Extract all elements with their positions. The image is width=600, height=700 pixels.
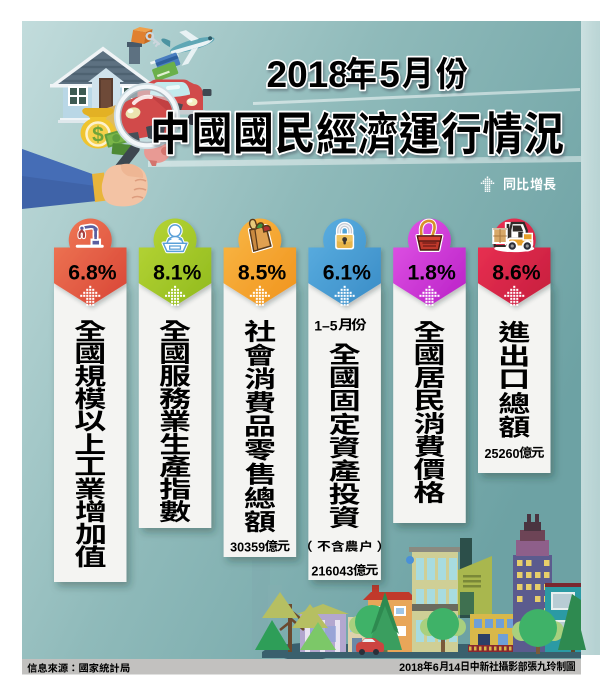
svg-text:6.1%: 6.1% — [323, 261, 371, 284]
svg-text:1.8%: 1.8% — [408, 261, 456, 284]
svg-text:14: 14 — [448, 662, 460, 674]
svg-text:6: 6 — [433, 662, 439, 674]
svg-text:6.8%: 6.8% — [68, 261, 116, 284]
svg-text:216043: 216043 — [311, 565, 353, 579]
svg-text:8.1%: 8.1% — [153, 261, 201, 284]
svg-text:8.6%: 8.6% — [492, 261, 540, 284]
svg-text:2018: 2018 — [399, 662, 423, 674]
svg-text:$: $ — [92, 124, 104, 147]
svg-text:5: 5 — [379, 54, 400, 95]
svg-text:1–5: 1–5 — [314, 317, 338, 333]
svg-text:30359: 30359 — [230, 541, 265, 555]
svg-text:2018: 2018 — [267, 54, 349, 95]
svg-text:8.5%: 8.5% — [238, 261, 286, 284]
svg-text:25260: 25260 — [485, 447, 520, 461]
